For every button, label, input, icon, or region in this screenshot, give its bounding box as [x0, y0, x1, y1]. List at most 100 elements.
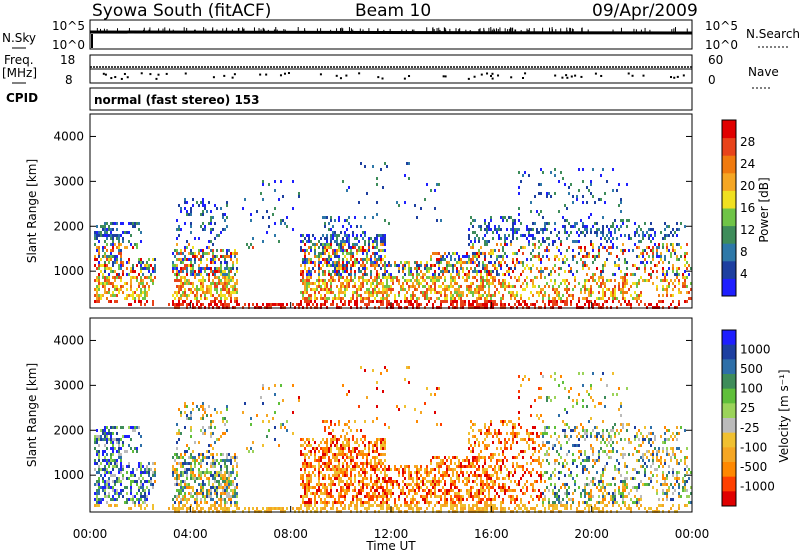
- power-cell: [490, 249, 492, 252]
- colorbar-segment: [722, 137, 736, 156]
- velocity-cell: [182, 495, 184, 498]
- power-cell: [458, 273, 460, 276]
- power-cell: [194, 258, 196, 261]
- power-cell: [324, 216, 326, 219]
- power-cell: [360, 270, 362, 273]
- velocity-cell: [318, 468, 320, 471]
- velocity-cell: [202, 417, 204, 420]
- power-cell: [446, 261, 448, 264]
- power-cell: [194, 297, 196, 300]
- power-cell: [202, 279, 204, 282]
- power-cell: [384, 264, 386, 267]
- power-cell: [638, 240, 640, 243]
- velocity-cell: [354, 495, 356, 498]
- velocity-cell: [118, 468, 120, 471]
- velocity-cell: [214, 504, 216, 507]
- velocity-cell: [342, 444, 344, 447]
- power-cell: [350, 270, 352, 273]
- power-cell: [348, 240, 350, 243]
- power-cell: [450, 285, 452, 288]
- power-cell: [338, 216, 340, 219]
- power-cell: [380, 243, 382, 246]
- power-cell: [602, 246, 604, 249]
- power-cell: [342, 270, 344, 273]
- velocity-cell: [388, 465, 390, 468]
- power-cell: [676, 243, 678, 246]
- power-cell: [578, 252, 580, 255]
- velocity-cell: [374, 483, 376, 486]
- freq-dot: [231, 76, 234, 79]
- velocity-cell: [322, 477, 324, 480]
- velocity-cell: [322, 450, 324, 453]
- velocity-cell: [262, 420, 264, 423]
- power-cell: [472, 294, 474, 297]
- power-cell: [118, 264, 120, 267]
- velocity-cell: [328, 447, 330, 450]
- velocity-cell: [320, 447, 322, 450]
- velocity-cell: [212, 474, 214, 477]
- velocity-cell: [326, 495, 328, 498]
- power-cell: [444, 288, 446, 291]
- velocity-cell: [146, 486, 148, 489]
- velocity-cell: [230, 501, 232, 504]
- velocity-cell: [346, 393, 348, 396]
- velocity-cell: [262, 507, 264, 510]
- velocity-cell: [214, 477, 216, 480]
- power-cell: [360, 288, 362, 291]
- velocity-cell: [118, 495, 120, 498]
- velocity-cell: [188, 417, 190, 420]
- power-cell: [194, 255, 196, 258]
- power-cell: [230, 270, 232, 273]
- power-cell: [308, 270, 310, 273]
- power-cell: [344, 303, 346, 306]
- power-cell: [410, 300, 412, 303]
- velocity-cell: [114, 483, 116, 486]
- velocity-cell: [312, 471, 314, 474]
- power-cell: [532, 249, 534, 252]
- power-cell: [210, 216, 212, 219]
- power-cell: [308, 294, 310, 297]
- velocity-cell: [150, 483, 152, 486]
- power-cell: [232, 291, 234, 294]
- power-cell: [630, 294, 632, 297]
- power-cell: [532, 303, 534, 306]
- power-cell: [346, 264, 348, 267]
- power-cell: [486, 267, 488, 270]
- velocity-cell: [228, 474, 230, 477]
- velocity-cell: [352, 483, 354, 486]
- velocity-cell: [344, 483, 346, 486]
- power-cell: [180, 252, 182, 255]
- power-cell: [134, 300, 136, 303]
- velocity-cell: [100, 435, 102, 438]
- power-cell: [558, 267, 560, 270]
- velocity-cell: [340, 435, 342, 438]
- velocity-cell: [326, 444, 328, 447]
- power-cell: [596, 282, 598, 285]
- power-cell: [616, 237, 618, 240]
- freq-dot: [120, 77, 123, 80]
- velocity-cell: [304, 495, 306, 498]
- velocity-cell: [204, 408, 206, 411]
- power-cell: [318, 252, 320, 255]
- power-cell: [210, 300, 212, 303]
- velocity-cell: [356, 441, 358, 444]
- velocity-cell: [124, 450, 126, 453]
- velocity-cell: [104, 489, 106, 492]
- power-cell: [572, 201, 574, 204]
- velocity-cell: [210, 504, 212, 507]
- power-cell: [352, 285, 354, 288]
- power-cell: [484, 252, 486, 255]
- power-cell: [598, 279, 600, 282]
- power-cell: [320, 267, 322, 270]
- velocity-cell: [216, 492, 218, 495]
- power-cell: [216, 285, 218, 288]
- power-cell: [624, 234, 626, 237]
- power-cell: [330, 228, 332, 231]
- velocity-cell: [338, 468, 340, 471]
- power-cell: [518, 300, 520, 303]
- velocity-cell: [362, 450, 364, 453]
- power-cell: [426, 294, 428, 297]
- velocity-cell: [346, 489, 348, 492]
- velocity-cell: [306, 438, 308, 441]
- velocity-cell: [146, 480, 148, 483]
